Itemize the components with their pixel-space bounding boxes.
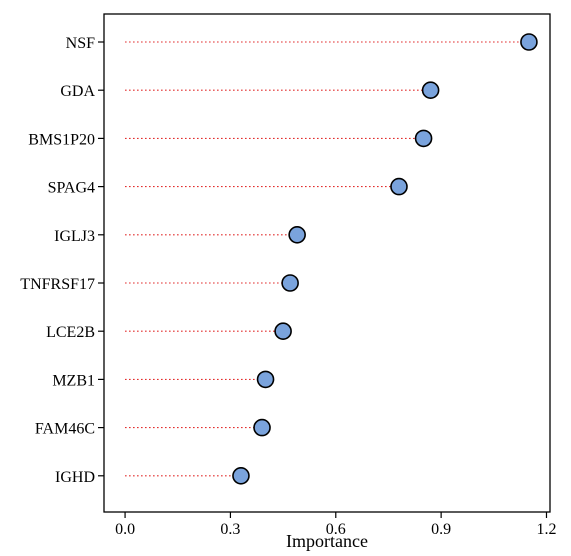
- data-point: [253, 418, 271, 437]
- y-tick-label: NSF: [66, 35, 95, 52]
- data-point: [421, 81, 440, 99]
- data-point: [520, 33, 538, 51]
- x-axis-title: Importance: [286, 531, 368, 551]
- x-tick-label: 0.6: [326, 521, 346, 538]
- data-point: [414, 129, 433, 148]
- stems-layer: [125, 41, 529, 477]
- x-axis: 0.0 0.3 0.6 0.9 1.2: [115, 512, 556, 538]
- y-tick-label: IGLJ3: [54, 228, 95, 245]
- x-tick-label: 1.2: [536, 521, 556, 538]
- y-tick-label: GDA: [60, 83, 95, 100]
- y-tick-label: FAM46C: [35, 421, 95, 438]
- data-point: [288, 226, 306, 244]
- x-tick-label: 0.9: [431, 521, 451, 538]
- y-axis: NSF GDA BMS1P20 SPAG4 IGLJ3 TNFRSF17 LCE2B MZB1…: [20, 35, 104, 486]
- data-point: [274, 322, 292, 341]
- y-tick-label: MZB1: [52, 372, 95, 389]
- data-point: [232, 466, 250, 485]
- plot-frame: [103, 13, 551, 513]
- y-tick-label: LCE2B: [46, 324, 95, 341]
- data-point: [390, 177, 408, 196]
- x-tick-label: 0.0: [115, 521, 135, 538]
- y-tick-label: BMS1P20: [28, 131, 95, 148]
- x-tick-label: 0.3: [220, 521, 240, 538]
- markers-layer: [232, 33, 538, 485]
- y-tick-label: SPAG4: [48, 180, 95, 197]
- y-tick-label: IGHD: [55, 469, 95, 486]
- data-point: [256, 370, 275, 389]
- data-point: [281, 274, 299, 292]
- y-tick-label: TNFRSF17: [20, 276, 95, 293]
